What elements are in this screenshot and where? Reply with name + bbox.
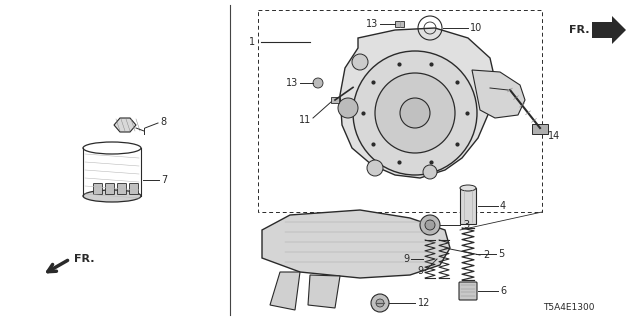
Text: 10: 10 — [470, 23, 483, 33]
Text: 9: 9 — [417, 266, 423, 276]
Text: 6: 6 — [500, 286, 506, 296]
Polygon shape — [270, 272, 300, 310]
Bar — [532, 124, 548, 134]
Circle shape — [338, 98, 358, 118]
Circle shape — [420, 215, 440, 235]
Polygon shape — [262, 210, 450, 278]
Polygon shape — [308, 275, 340, 308]
Circle shape — [367, 160, 383, 176]
Polygon shape — [395, 21, 404, 27]
Text: 2: 2 — [483, 250, 489, 260]
Text: FR.: FR. — [74, 254, 95, 264]
Ellipse shape — [460, 185, 476, 191]
Text: FR.: FR. — [570, 25, 590, 35]
Text: 13: 13 — [365, 19, 378, 29]
Circle shape — [313, 78, 323, 88]
Text: 7: 7 — [161, 175, 167, 185]
FancyBboxPatch shape — [129, 183, 138, 195]
FancyBboxPatch shape — [118, 183, 127, 195]
Text: 5: 5 — [498, 249, 504, 259]
Circle shape — [375, 73, 455, 153]
FancyBboxPatch shape — [106, 183, 115, 195]
Circle shape — [425, 220, 435, 230]
Polygon shape — [592, 16, 626, 44]
Circle shape — [352, 54, 368, 70]
Polygon shape — [340, 28, 495, 178]
FancyBboxPatch shape — [459, 282, 477, 300]
Polygon shape — [331, 97, 339, 103]
Ellipse shape — [83, 190, 141, 202]
Text: 9: 9 — [403, 254, 409, 264]
Text: 14: 14 — [548, 131, 560, 141]
Polygon shape — [472, 70, 525, 118]
Circle shape — [400, 98, 430, 128]
Bar — [460, 188, 476, 224]
Circle shape — [423, 165, 437, 179]
Circle shape — [371, 294, 389, 312]
Polygon shape — [114, 118, 136, 132]
Bar — [258, 10, 542, 212]
Text: 4: 4 — [500, 201, 506, 211]
Text: T5A4E1300: T5A4E1300 — [543, 303, 595, 313]
Text: 12: 12 — [418, 298, 430, 308]
Text: 1: 1 — [249, 37, 255, 47]
FancyBboxPatch shape — [93, 183, 102, 195]
Ellipse shape — [83, 142, 141, 154]
Text: 11: 11 — [299, 115, 311, 125]
Text: 3: 3 — [463, 220, 469, 230]
Circle shape — [353, 51, 477, 175]
Text: 8: 8 — [160, 117, 166, 127]
Text: 13: 13 — [285, 78, 298, 88]
Circle shape — [376, 299, 384, 307]
